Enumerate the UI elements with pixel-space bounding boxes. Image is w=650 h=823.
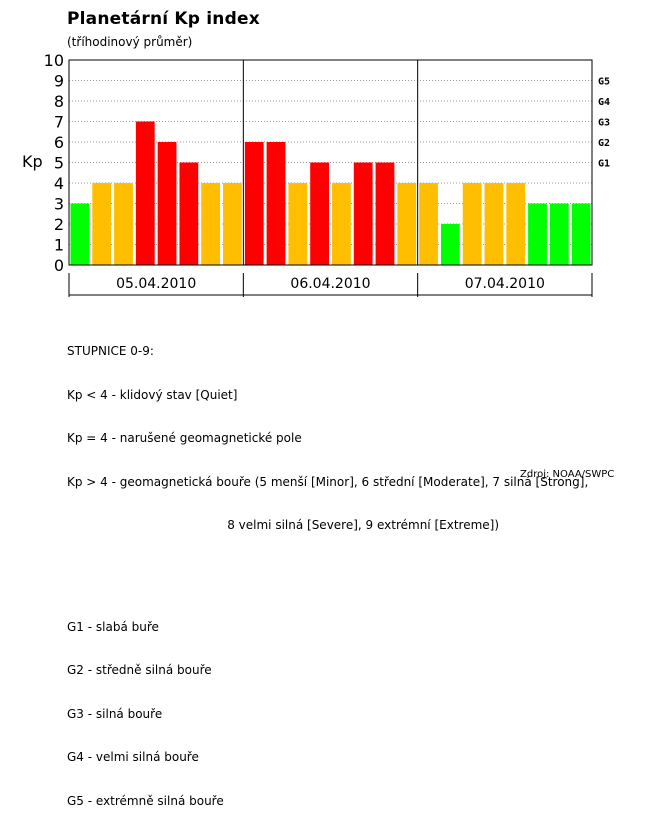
kp-bar — [462, 183, 482, 265]
legend-g-line: G5 - extrémně silná bouře — [67, 793, 224, 808]
kp-bar — [266, 142, 286, 265]
date-label: 07.04.2010 — [465, 276, 545, 292]
legend-scale-line: 8 velmi silná [Severe], 9 extrémní [Extr… — [67, 518, 500, 532]
kp-bar — [135, 121, 155, 265]
kp-chart: 01 23 45 67 89 10 Kp G1 G2 G3 G4 G5 05.04.2010 06.04.… — [22, 51, 610, 297]
y-tick-label: 8 — [54, 92, 64, 111]
kp-bar — [310, 162, 329, 265]
g-level-label: G4 — [598, 97, 610, 108]
kp-bar — [114, 183, 133, 265]
kp-bar — [179, 162, 199, 265]
date-label: 05.04.2010 — [116, 276, 196, 292]
kp-bar — [571, 203, 591, 265]
y-axis-label: Kp — [22, 152, 43, 171]
chart-subtitle: (tříhodinový průměr) — [67, 35, 193, 49]
legend-g-line: G1 - slabá buře — [67, 619, 159, 634]
legend-scale-line: STUPNICE 0-9: — [67, 344, 154, 358]
y-tick-label: 6 — [54, 133, 64, 152]
g-level-label: G2 — [598, 138, 610, 149]
kp-bar — [440, 224, 460, 265]
y-tick-label: 5 — [54, 154, 64, 173]
kp-bar — [528, 203, 547, 265]
plot-frame — [68, 59, 593, 266]
legend-g-line: G2 - středně silná bouře — [67, 663, 212, 677]
kp-bar — [201, 183, 221, 265]
legend-scale-line: Kp > 4 - geomagnetická bouře (5 menší [M… — [67, 474, 589, 489]
legend-scale-line: Kp = 4 - narušené geomagnetické pole — [67, 431, 302, 445]
y-tick-label: 7 — [54, 113, 64, 132]
g-level-label: G3 — [598, 118, 610, 129]
y-tick-label: 0 — [54, 256, 64, 275]
y-tick-label: 2 — [54, 215, 64, 234]
kp-bar — [397, 183, 417, 265]
y-tick-label: 3 — [54, 195, 64, 214]
kp-bar — [92, 183, 112, 265]
source-note: Zdroj: NOAA/SWPC — [520, 469, 615, 480]
kp-bar — [375, 162, 395, 265]
kp-bar — [506, 183, 526, 265]
g-level-label: G1 — [598, 159, 610, 170]
legend-g-line: G3 - silná bouře — [67, 706, 163, 721]
y-tick-label: 4 — [54, 174, 64, 193]
kp-bar — [419, 183, 438, 265]
kp-bar — [223, 183, 242, 265]
kp-bar — [549, 203, 569, 265]
legend: STUPNICE 0-9: Kp < 4 - klidový stav [Qui… — [67, 315, 588, 823]
kp-bar — [157, 142, 177, 265]
date-label: 06.04.2010 — [290, 276, 370, 292]
kp-bar — [244, 142, 264, 265]
g-level-label: G5 — [598, 77, 610, 88]
y-tick-label: 10 — [44, 51, 64, 70]
legend-g-line: G4 - velmi silná bouře — [67, 750, 199, 764]
legend-scale-line: Kp < 4 - klidový stav [Quiet] — [67, 387, 238, 402]
kp-bar — [353, 162, 373, 265]
y-tick-label: 1 — [54, 236, 64, 255]
chart-title: Planetární Kp index — [67, 9, 260, 29]
y-tick-label: 9 — [54, 72, 64, 91]
kp-bar — [332, 183, 351, 265]
kp-bar — [484, 183, 504, 265]
kp-bar — [288, 183, 308, 265]
kp-bar — [70, 203, 90, 265]
